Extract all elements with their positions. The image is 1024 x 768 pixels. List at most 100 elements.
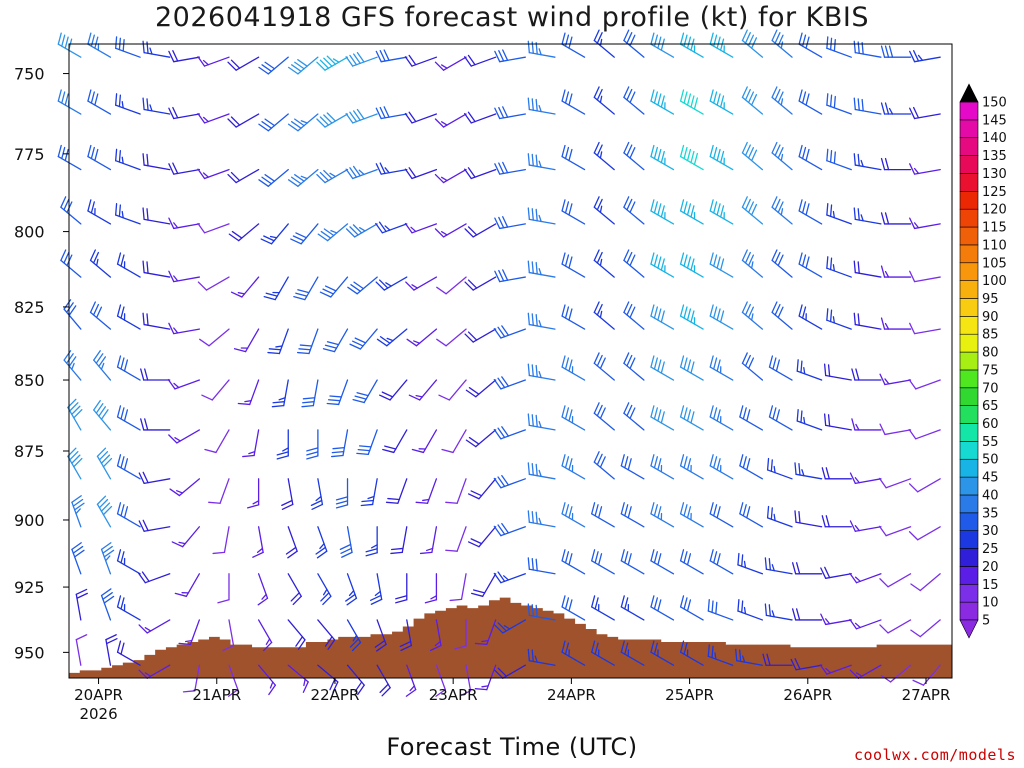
wind-barb (441, 429, 467, 454)
wind-barb (301, 379, 319, 408)
wind-barb (790, 658, 823, 671)
wind-barb (435, 664, 446, 697)
wind-barb (287, 573, 302, 606)
wind-barb (116, 405, 141, 431)
wind-barb (142, 97, 171, 115)
terrain-surface (69, 597, 952, 678)
wind-barb (296, 328, 319, 355)
colorbar-label: 5 (982, 614, 990, 629)
colorbar-segment (959, 423, 979, 442)
wind-barb (737, 552, 764, 575)
wind-barb (764, 557, 793, 575)
credit-text: coolwx.com/models (853, 746, 1016, 764)
wind-barb (237, 379, 260, 406)
colorbar-segment (959, 548, 979, 567)
wind-barb (375, 276, 408, 291)
wind-barb (100, 542, 115, 575)
wind-barb (709, 32, 734, 58)
wind-barb (316, 55, 349, 71)
wind-barb (57, 144, 82, 171)
colorbar-segment (959, 601, 979, 621)
wind-barb (709, 304, 734, 330)
wind-barb (71, 495, 85, 528)
wind-barb (796, 409, 823, 431)
wind-barb (89, 249, 112, 278)
wind-barb (228, 223, 260, 242)
wind-barb (138, 664, 171, 679)
colorbar-segment (959, 512, 979, 531)
colorbar-segment (959, 101, 979, 121)
colorbar-label: 10 (982, 596, 999, 611)
wind-barb (93, 399, 112, 431)
colorbar-label: 70 (982, 381, 999, 396)
wind-barb (142, 312, 171, 330)
wind-barb (561, 640, 586, 666)
wind-barb (464, 54, 497, 67)
wind-barb (853, 153, 882, 171)
wind-barb (365, 526, 378, 557)
colorbar-segment (959, 530, 979, 549)
wind-barb (116, 252, 141, 278)
wind-barb (138, 571, 171, 584)
wind-barb (561, 199, 586, 225)
wind-barb (679, 595, 704, 621)
wind-barb (494, 664, 526, 679)
colorbar-label: 20 (982, 560, 999, 575)
colorbar-label: 55 (982, 435, 999, 450)
wind-barb (849, 572, 882, 584)
wind-barb (346, 619, 362, 652)
wind-barb (411, 429, 438, 454)
wind-barb (322, 328, 349, 353)
wind-barb (493, 571, 526, 584)
wind-barb (768, 355, 793, 381)
wind-barb (826, 203, 852, 225)
colorbar-segment (959, 494, 979, 514)
wind-barb (853, 207, 882, 225)
wind-barb (620, 549, 645, 575)
wind-barb (741, 141, 764, 171)
wind-barb (449, 573, 467, 602)
wind-barb (879, 573, 912, 588)
wind-barb (909, 270, 941, 283)
wind-barb (908, 478, 941, 493)
wind-barb (591, 640, 615, 666)
wind-barb (445, 526, 467, 552)
wind-barb (620, 595, 645, 621)
wind-barb (419, 526, 438, 555)
wind-barb (561, 32, 586, 58)
colorbar-segment (959, 583, 979, 603)
wind-barb (290, 223, 319, 245)
wind-barb (650, 405, 675, 431)
y-tick-label: 825 (14, 298, 45, 317)
wind-barb (735, 648, 764, 666)
y-tick-label: 875 (14, 442, 45, 461)
wind-barb (591, 595, 615, 621)
wind-barb (168, 270, 201, 283)
wind-barb (89, 301, 112, 330)
colorbar-max-arrow (959, 83, 979, 103)
wind-barb (593, 402, 615, 431)
wind-barb (464, 223, 497, 238)
wind-barb (257, 573, 269, 606)
wind-barb (679, 355, 704, 381)
wind-barb (287, 168, 319, 187)
wind-barb (709, 549, 734, 575)
wind-barb (853, 312, 882, 330)
wind-barb (115, 93, 141, 115)
wind-barb (429, 619, 442, 652)
wind-barb (317, 223, 349, 242)
wind-barb (623, 141, 645, 171)
wind-barb (764, 603, 793, 621)
wind-barb (326, 379, 349, 406)
wind-barb (116, 640, 141, 666)
wind-barb (474, 664, 497, 691)
colorbar-segment (959, 280, 979, 299)
wind-barb (75, 588, 88, 621)
wind-barb (222, 619, 235, 652)
colorbar-label: 115 (982, 221, 1007, 236)
wind-barb (798, 144, 823, 171)
wind-barb (679, 304, 704, 330)
wind-barb (623, 196, 645, 225)
wind-barb (345, 165, 378, 180)
wind-barb (75, 634, 88, 666)
